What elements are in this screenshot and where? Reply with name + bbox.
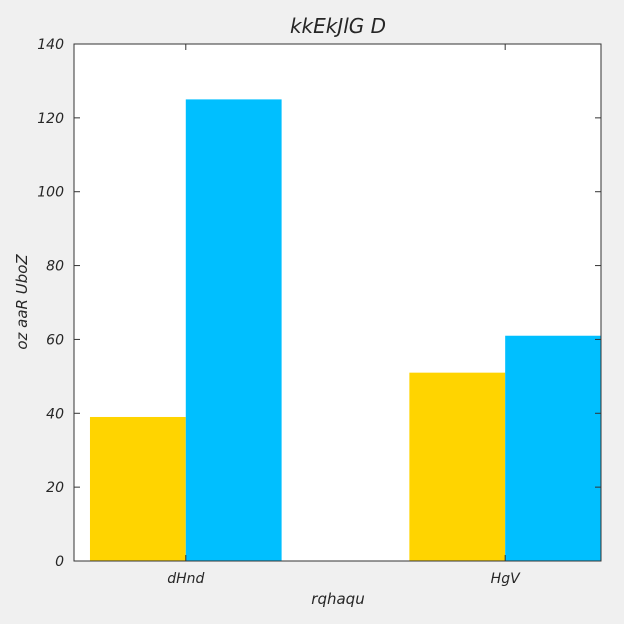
- x-axis-label: rqhaqu: [311, 590, 364, 608]
- bar-HgV-series-1: [505, 335, 601, 561]
- y-tick-label: 60: [46, 332, 64, 348]
- ticks-layer: 0 20 40 60 80 100 120 140 dHnd HgV: [37, 37, 601, 587]
- x-tick-label: dHnd: [167, 571, 204, 587]
- y-axis-label: oz aaR UboZ: [13, 254, 31, 350]
- bar-dHnd-series-1: [185, 99, 282, 562]
- y-tick-label: 120: [37, 111, 64, 127]
- y-tick-label: 80: [46, 259, 64, 275]
- y-tick-label: 20: [46, 480, 64, 496]
- y-tick-label: 140: [37, 37, 64, 53]
- bar-HgV-series-0: [409, 372, 506, 561]
- y-tick-label: 100: [37, 185, 64, 201]
- plot-frame: [73, 43, 602, 562]
- chart-title: kkEkJlG D: [290, 14, 386, 38]
- bar-dHnd-series-0: [89, 416, 186, 561]
- x-tick-label: HgV: [491, 571, 521, 587]
- bars-layer: [89, 99, 601, 562]
- y-tick-label: 40: [46, 406, 64, 422]
- y-tick-label: 0: [55, 554, 64, 570]
